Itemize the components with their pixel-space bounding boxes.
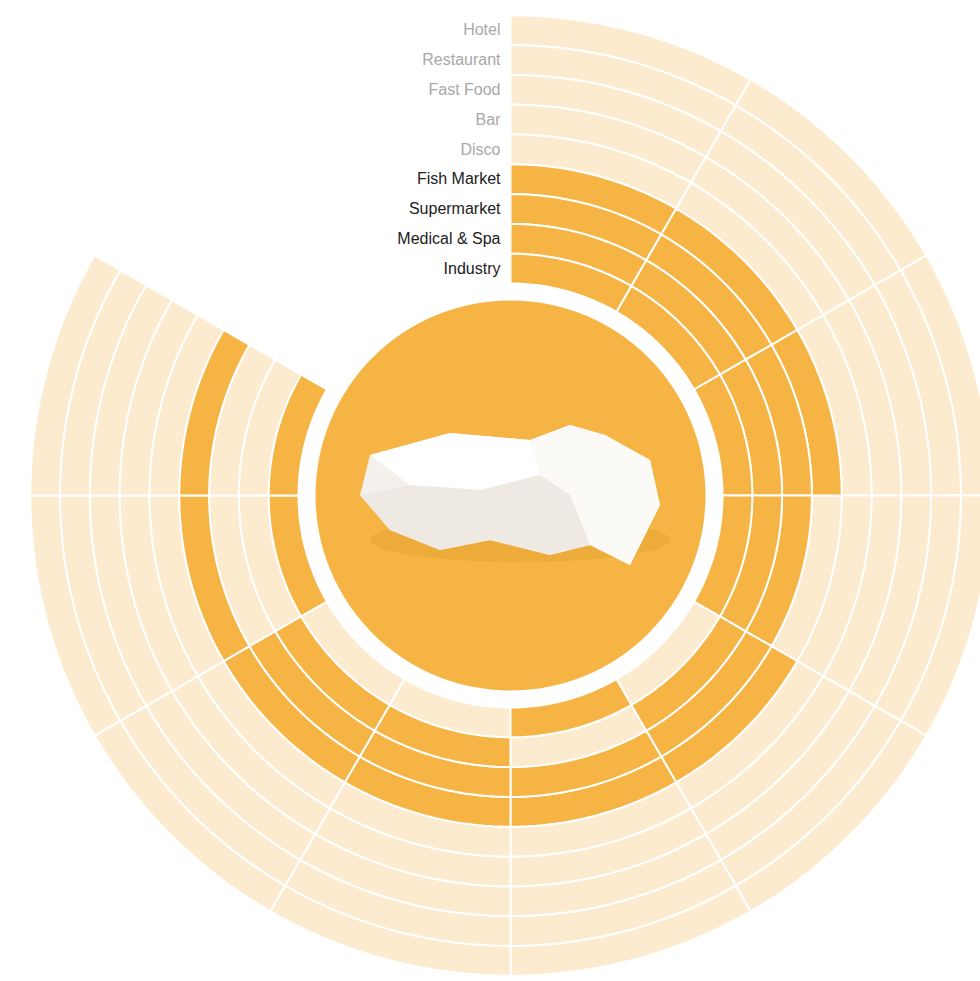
svg-text:Industry: Industry xyxy=(444,260,501,277)
svg-text:Restaurant: Restaurant xyxy=(422,51,501,68)
svg-text:Hotel: Hotel xyxy=(463,21,500,38)
svg-text:Bar: Bar xyxy=(476,111,502,128)
svg-text:Fish Market: Fish Market xyxy=(417,170,501,187)
svg-text:Fast Food: Fast Food xyxy=(428,81,500,98)
svg-text:Disco: Disco xyxy=(460,141,500,158)
svg-text:Medical & Spa: Medical & Spa xyxy=(397,230,500,247)
svg-text:Supermarket: Supermarket xyxy=(409,200,501,217)
